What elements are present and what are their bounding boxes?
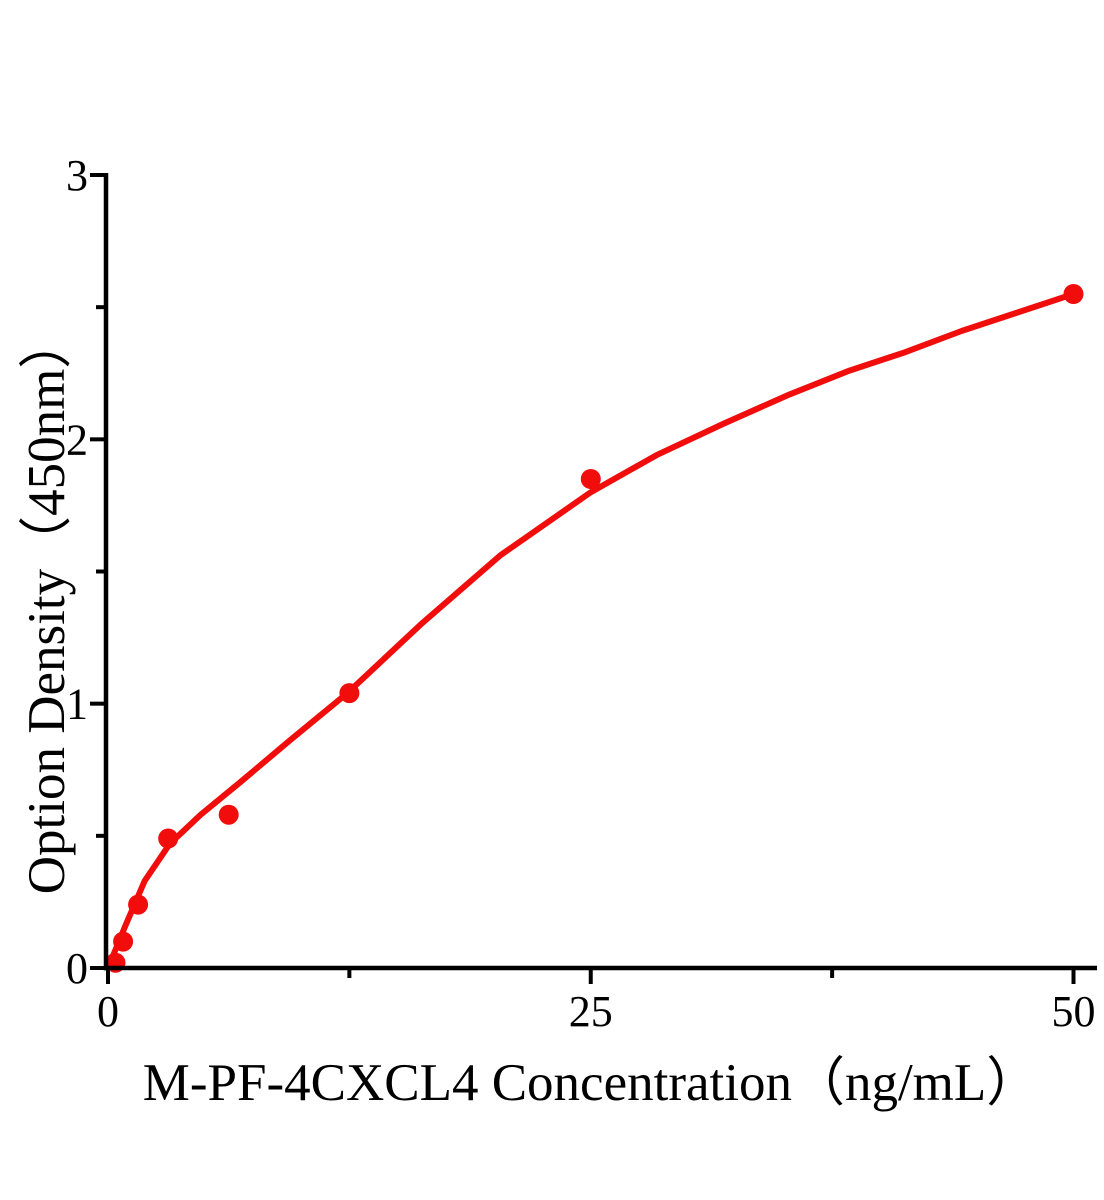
x-tick-label: 0 [97,987,119,1036]
x-tick-label: 50 [1052,987,1096,1036]
y-axis-title: Option Density（450nm） [18,316,76,895]
data-points-group [105,284,1084,973]
data-point [580,469,601,489]
data-point [113,931,134,952]
axes-group [90,173,1097,984]
fit-curve-group [105,291,1077,971]
data-point [128,894,149,915]
data-point [339,683,360,704]
y-tick-label: 0 [66,944,88,993]
data-point [158,828,179,849]
x-axis-title: M-PF-4CXCL4 Concentration（ng/mL） [143,1054,1040,1112]
x-tick-label: 25 [569,987,613,1036]
y-tick-label: 2 [66,415,88,464]
tick-labels-group: 0 1 2 3 0 25 50 [66,151,1096,1036]
fit-curve-line [105,291,1077,971]
y-tick-label: 1 [66,680,88,729]
y-tick-label: 3 [66,151,88,200]
data-point [1063,284,1084,304]
data-point [218,804,239,825]
